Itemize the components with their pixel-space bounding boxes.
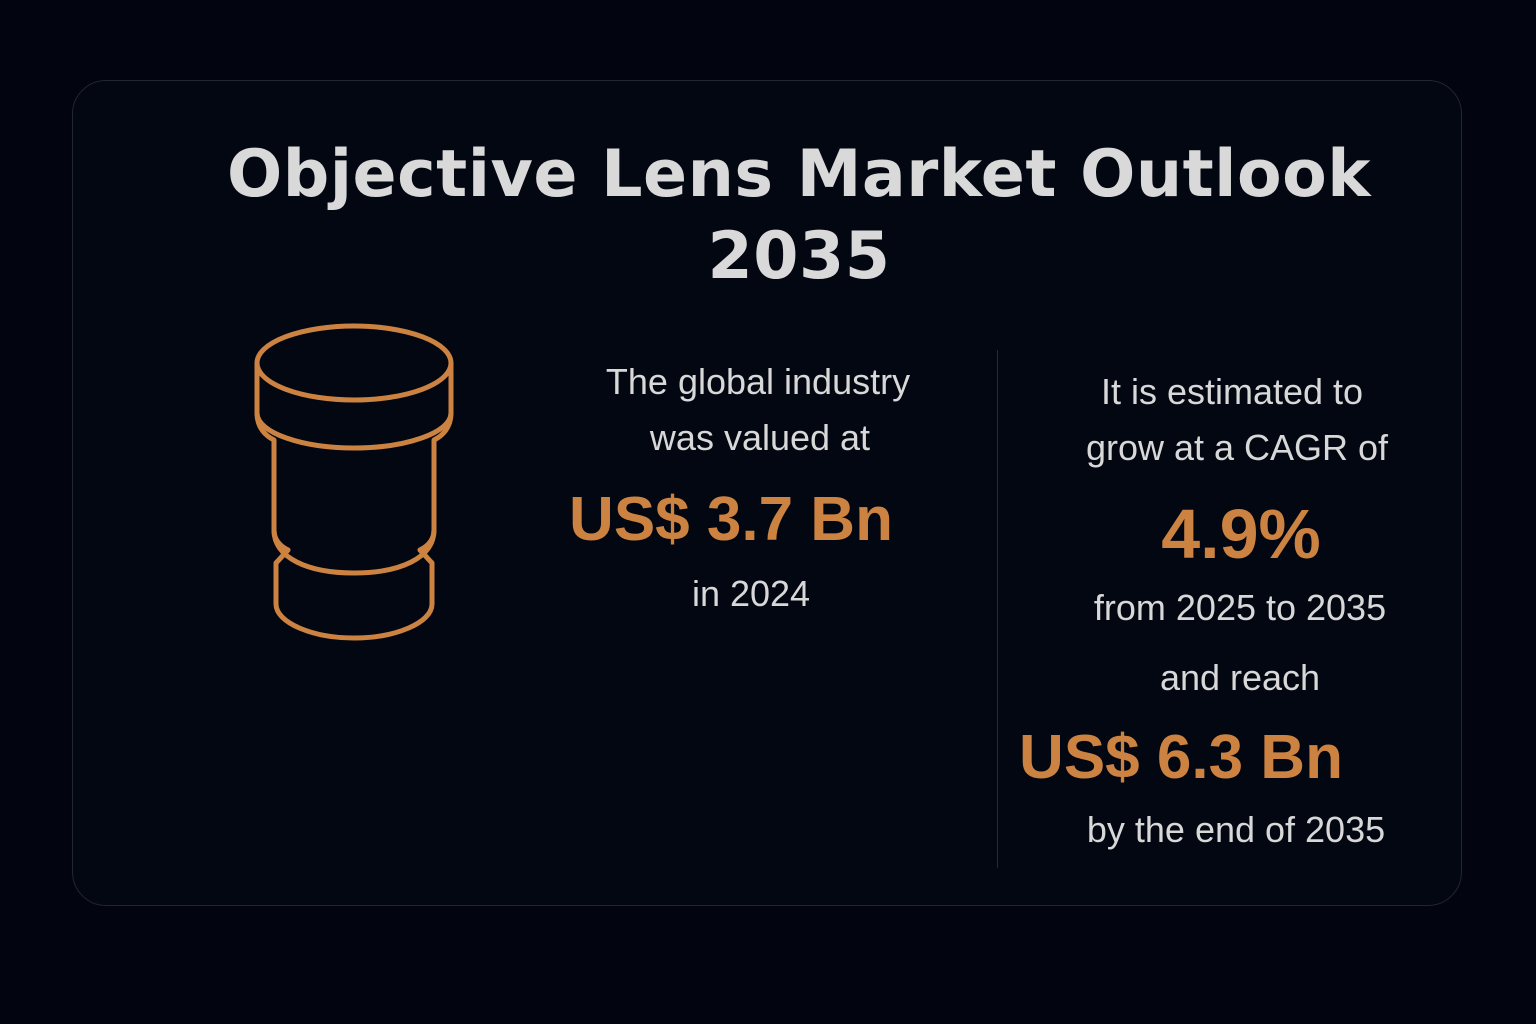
right-intro-line-1: It is estimated to [1100,371,1364,412]
right-period-text: from 2025 to 2035 [1093,587,1387,628]
infographic-card [72,80,1462,906]
page-title: Objective Lens Market Outlook 2035 [0,134,1536,298]
right-reach-text: and reach [1159,657,1321,698]
market-value-2024: US$ 3.7 Bn [569,485,893,554]
right-intro-line-2: grow at a CAGR of [1085,427,1389,468]
left-year-text: in 2024 [691,573,811,614]
left-intro-line-2: was valued at [649,417,871,458]
cagr-value: 4.9% [1161,495,1321,573]
right-end-text: by the end of 2035 [1086,809,1386,850]
objective-lens-icon [248,318,460,648]
market-value-2035: US$ 6.3 Bn [1019,723,1343,792]
left-intro-line-1: The global industry [605,361,911,402]
section-divider [997,350,998,868]
title-line-1: Objective Lens Market Outlook [226,137,1371,212]
title-line-2: 2035 [707,219,891,294]
